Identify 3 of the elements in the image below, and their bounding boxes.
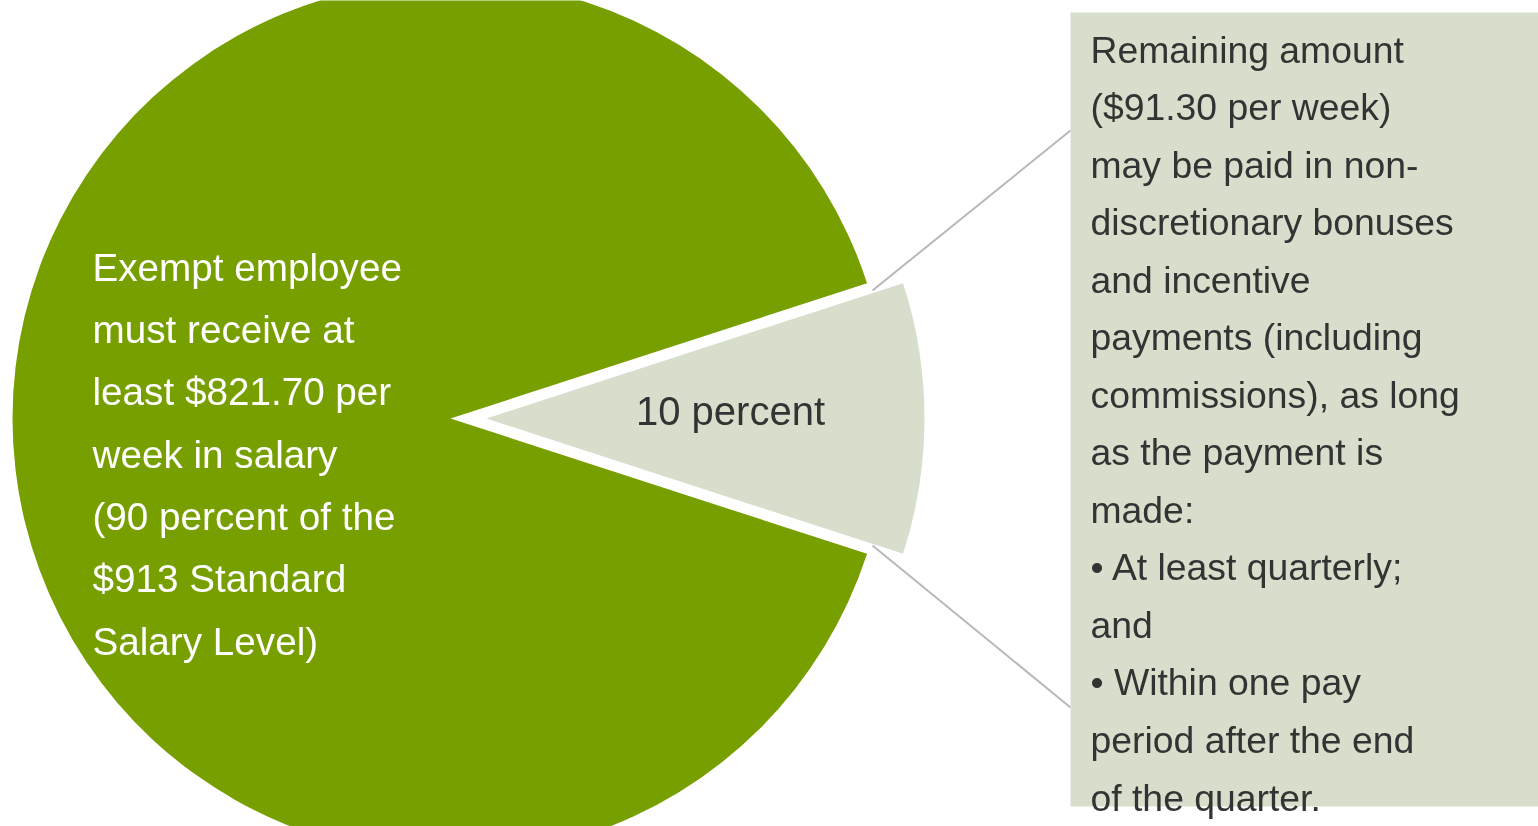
- text: Remaining amount ($91.30 per week) may be paid in non- discretionary bonuses and incentive payments (including commissions), as long as the payment is made: • At least quarterly; and • Within one pay period after the end of the quarter.: [1090, 28, 1460, 819]
- slice-label: 10 percent: [635, 388, 826, 433]
- slice-label: Exempt employee must receive at least $821.70 per week in salary (90 percent of the $913 Standard Salary Level): [91, 245, 402, 663]
